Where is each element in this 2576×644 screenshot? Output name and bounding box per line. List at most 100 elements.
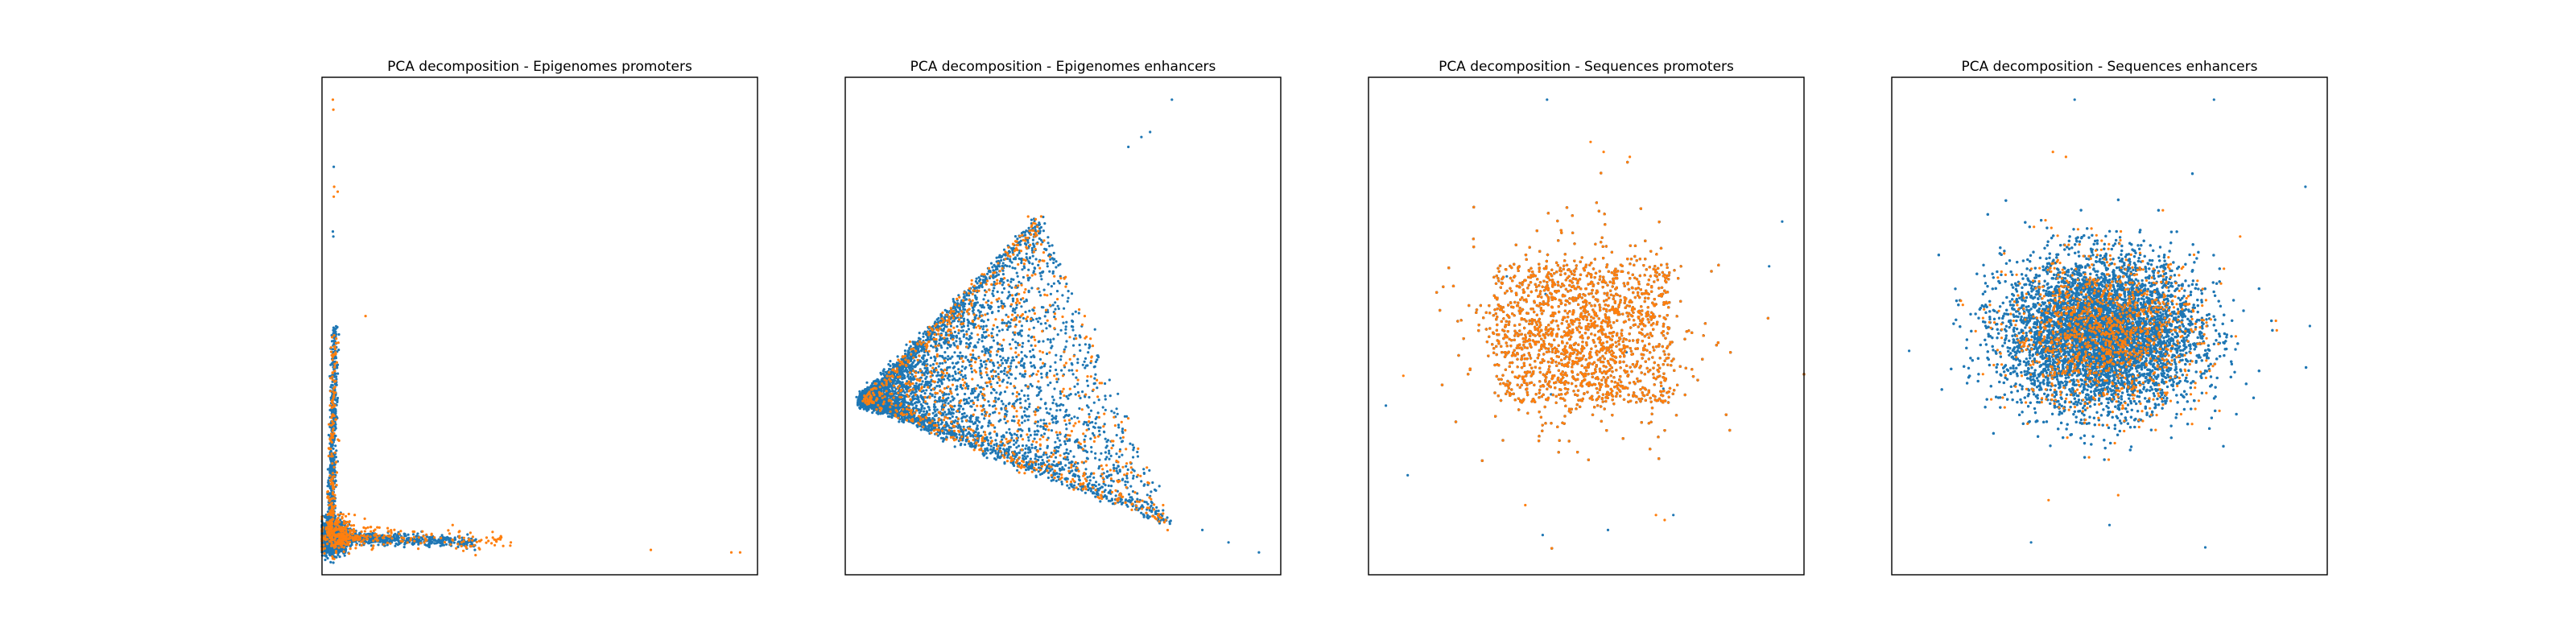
data-point [458,530,460,533]
data-point [1044,322,1046,324]
data-point [329,404,332,407]
data-point [386,537,389,539]
data-point [1104,394,1106,397]
data-point [982,345,985,348]
data-point [332,561,335,564]
data-point [374,528,376,530]
data-point [361,540,364,543]
data-point [339,555,341,558]
data-point [333,522,336,525]
data-point [1040,278,1042,280]
data-point [470,545,473,547]
data-point [332,432,335,435]
data-point [332,98,334,101]
data-point [334,479,336,481]
data-point [491,530,493,533]
data-point [485,542,487,544]
data-point [1024,448,1026,450]
data-point [407,541,409,543]
data-point [959,352,961,354]
data-point [473,544,476,547]
data-point [1039,419,1042,421]
data-point [1000,348,1002,350]
data-point [332,372,334,374]
data-point [333,366,336,369]
data-point [337,341,340,344]
data-point [333,415,336,417]
data-point [363,535,365,538]
data-point [337,349,340,351]
data-point [327,557,329,559]
data-point [1017,275,1019,278]
data-point [425,534,427,536]
data-point [329,514,332,516]
data-point [402,540,404,543]
data-point [330,468,332,470]
data-point [369,530,372,533]
data-point [394,539,396,542]
data-point [329,561,332,564]
data-point [932,346,935,349]
data-point [502,545,505,547]
data-point [331,481,333,483]
data-point [412,533,415,535]
data-point [1068,369,1071,372]
data-point [493,544,496,547]
data-point [345,543,347,546]
data-point [329,390,332,392]
data-point [393,529,395,531]
data-point [393,534,395,536]
data-point [422,535,424,538]
data-point [1086,380,1088,382]
data-point [331,340,333,342]
data-point [328,504,330,506]
data-point [349,530,352,532]
data-point [377,543,379,546]
data-point [998,330,1001,332]
data-point [1027,419,1030,421]
data-point [335,380,337,382]
data-point [1113,464,1115,466]
data-point [331,407,333,409]
data-point [343,520,345,522]
data-point [428,543,431,546]
data-point [415,535,418,537]
data-point [1015,347,1018,349]
chart-title: PCA decomposition - Epigenomes enhancers [910,59,1216,75]
data-point [336,484,338,486]
data-point [336,373,339,375]
data-point [452,524,454,526]
data-point [330,452,332,455]
data-point [443,544,445,547]
data-point [1009,265,1011,267]
data-point [354,547,357,549]
data-point [334,543,336,545]
data-point [455,547,457,550]
data-point [418,536,420,539]
data-point [336,191,339,193]
data-point [447,529,449,531]
data-point [976,278,978,280]
data-point [332,491,334,493]
data-point [331,502,333,504]
data-point [355,543,357,546]
data-point [366,535,369,537]
data-point [1162,509,1164,511]
data-point [448,532,451,535]
data-point [497,538,499,540]
data-point [359,537,361,539]
data-point [328,507,330,510]
data-point [1021,351,1023,353]
data-point [333,497,336,500]
data-point [952,361,954,364]
data-point [327,485,329,487]
data-point [739,551,741,554]
data-point [1022,454,1024,456]
data-point [332,557,334,559]
data-point [466,533,469,535]
data-point [964,412,966,415]
data-point [332,359,334,361]
data-point [390,529,392,531]
data-point [1117,393,1119,395]
